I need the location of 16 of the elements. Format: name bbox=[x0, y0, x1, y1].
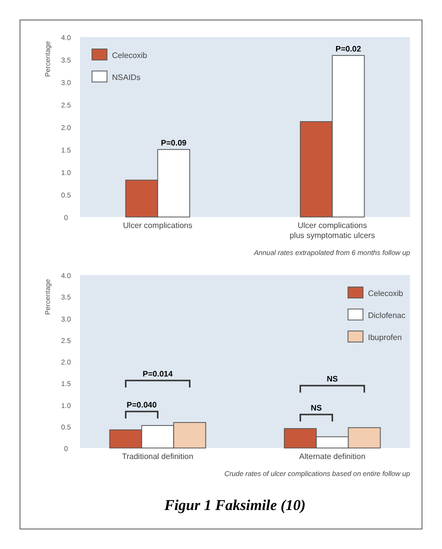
legend-label: Celecoxib bbox=[112, 51, 148, 60]
annotation: P=0.040 bbox=[126, 400, 158, 410]
x-tick-label: Ulcer complications plus symptomatic ulcers bbox=[290, 221, 375, 240]
x-tick-label: Traditional definition bbox=[122, 452, 194, 461]
x-tick-label: Ulcer complications bbox=[123, 221, 192, 230]
annotation: NS bbox=[310, 404, 323, 413]
x-tick-label: Alternate definition bbox=[299, 452, 366, 461]
legend-label: NSAIDs bbox=[112, 73, 140, 82]
annotation: P=0.09 bbox=[160, 138, 188, 148]
text: Figur 1 Faksimile (10) bbox=[163, 498, 306, 514]
annotation: NS bbox=[326, 374, 339, 384]
legend-label: Diclofenac bbox=[368, 311, 406, 320]
annotation: P=0.014 bbox=[142, 369, 174, 378]
annotation: P=0.02 bbox=[336, 44, 362, 54]
legend-label: Celecoxib bbox=[368, 289, 404, 298]
legend-label: Ibuprofen bbox=[368, 333, 402, 342]
